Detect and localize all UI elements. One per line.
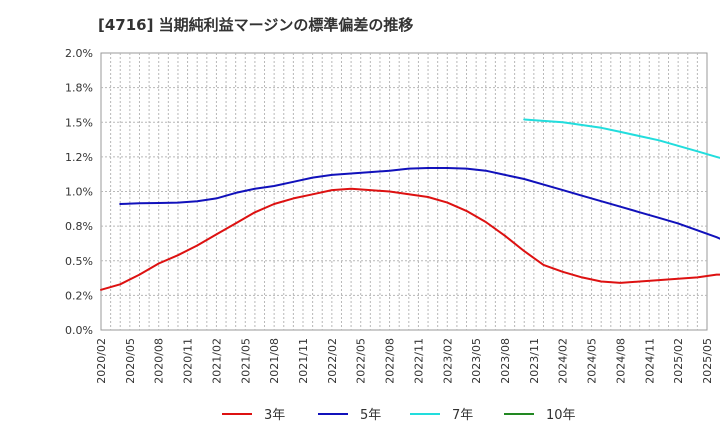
series-line-5年 xyxy=(119,167,720,240)
x-tick-label: 2023/02 xyxy=(441,338,454,384)
x-tick-label: 2023/08 xyxy=(499,338,512,384)
grid xyxy=(101,53,707,330)
y-tick-label: 0.8% xyxy=(65,220,93,233)
y-tick-label: 2.0% xyxy=(65,47,93,60)
y-tick-label: 0.0% xyxy=(65,324,93,337)
y-tick-label: 0.5% xyxy=(65,255,93,268)
x-tick-label: 2024/08 xyxy=(614,338,627,384)
x-tick-label: 2021/02 xyxy=(210,338,223,384)
x-tick-label: 2021/08 xyxy=(268,338,281,384)
x-tick-label: 2022/05 xyxy=(355,338,368,384)
legend: 3年 5年 7年 10年 xyxy=(222,408,576,423)
x-tick-label: 2020/02 xyxy=(95,338,108,384)
x-tick-label: 2023/05 xyxy=(470,338,483,384)
y-tick-label: 0.2% xyxy=(65,289,93,302)
x-tick-label: 2024/11 xyxy=(643,338,656,384)
x-tick-label: 2020/05 xyxy=(124,338,137,384)
legend-label: 5年 xyxy=(360,408,381,423)
x-tick-label: 2021/05 xyxy=(239,338,252,384)
legend-label: 3年 xyxy=(264,408,285,423)
series-line-3年 xyxy=(100,187,720,291)
x-tick-label: 2025/05 xyxy=(701,338,714,384)
series-lines xyxy=(100,118,720,291)
chart-title: [4716] 当期純利益マージンの標準偏差の推移 xyxy=(98,16,413,34)
x-tick-label: 2022/08 xyxy=(384,338,397,384)
x-tick-label: 2020/11 xyxy=(182,338,195,384)
x-tick-label: 2021/11 xyxy=(297,338,310,384)
x-axis: 2020/02 2020/05 2020/08 2020/11 2021/02 2021/… xyxy=(95,338,714,384)
legend-label: 7年 xyxy=(452,408,473,423)
x-tick-label: 2020/08 xyxy=(153,338,166,384)
series-line-7年 xyxy=(523,118,720,159)
y-axis: 0.0% 0.2% 0.5% 0.8% 1.0% 1.2% 1.5% 1.8% 2.0% xyxy=(65,47,93,337)
y-tick-label: 1.5% xyxy=(65,116,93,129)
x-tick-label: 2022/02 xyxy=(326,338,339,384)
y-tick-label: 1.2% xyxy=(65,151,93,164)
y-tick-label: 1.8% xyxy=(65,82,93,95)
x-tick-label: 2024/05 xyxy=(586,338,599,384)
x-tick-label: 2023/11 xyxy=(528,338,541,384)
plot-background xyxy=(100,52,708,331)
x-tick-label: 2024/02 xyxy=(557,338,570,384)
x-tick-label: 2025/02 xyxy=(672,338,685,384)
legend-label: 10年 xyxy=(546,408,576,423)
x-tick-label: 2022/11 xyxy=(412,338,425,384)
y-tick-label: 1.0% xyxy=(65,186,93,199)
